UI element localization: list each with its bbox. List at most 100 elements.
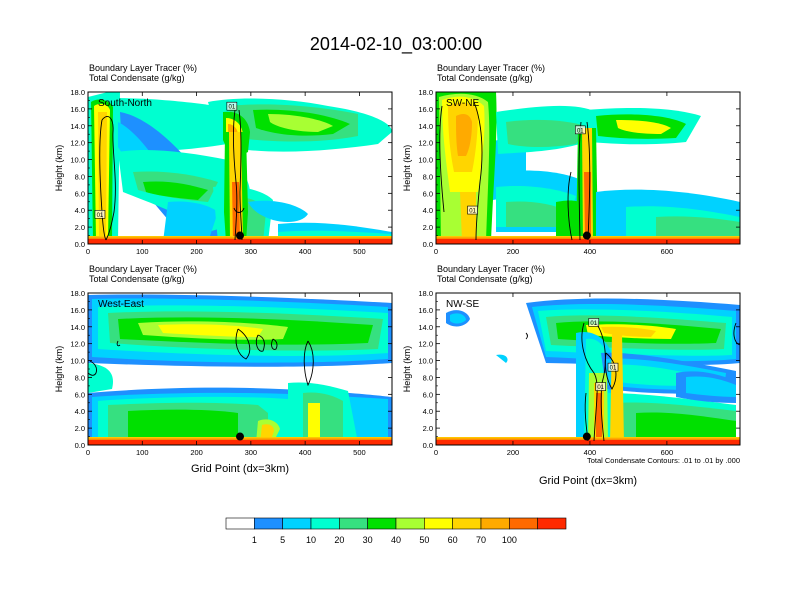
y-tick-label: 2.0	[423, 223, 433, 232]
panel-sw-ne: Boundary Layer Tracer (%) Total Condensa…	[436, 63, 740, 244]
cross-section-label: West-East	[98, 299, 144, 310]
x-tick-label: 0	[86, 247, 90, 256]
x-tick-label: 500	[353, 448, 366, 457]
x-tick-label: 0	[86, 448, 90, 457]
colorbar-label: 30	[363, 535, 373, 545]
y-tick-label: 16.0	[418, 105, 433, 114]
colorbar-swatch	[424, 517, 453, 530]
panel-2-plot	[436, 92, 740, 244]
x-tick-label: 500	[353, 247, 366, 256]
contour-label-box	[575, 125, 586, 135]
y-tick-label: 4.0	[423, 407, 433, 416]
y-tick-label: 10.0	[70, 357, 85, 366]
y-tick-label: 4.0	[75, 206, 85, 215]
contour-label: 01	[229, 105, 236, 111]
x-tick-label: 400	[584, 247, 597, 256]
contour-label: 01	[597, 385, 604, 391]
y-tick-label: 6.0	[75, 189, 85, 198]
y-tick-label: 0.0	[75, 441, 85, 450]
y-tick-label: 10.0	[70, 156, 85, 165]
panel-1-subtitle-1: Boundary Layer Tracer (%)	[89, 63, 197, 73]
y-tick-label: 16.0	[418, 306, 433, 315]
location-marker	[582, 231, 591, 240]
x-axis-label-left: Grid Point (dx=3km)	[191, 463, 289, 475]
y-axis-label: Height (km)	[402, 346, 412, 393]
colorbar: 1 5 10 20 30 40 50 60 70 100	[225, 517, 567, 545]
panel-1-subtitle-2: Total Condensate (g/kg)	[89, 73, 185, 83]
y-tick-label: 6.0	[423, 189, 433, 198]
y-tick-label: 0.0	[423, 441, 433, 450]
y-tick-label: 18.0	[70, 88, 85, 97]
panel-3-plot	[88, 293, 392, 445]
panel-1-plot	[88, 92, 392, 244]
y-tick-label: 8.0	[75, 373, 85, 382]
colorbar-swatch	[254, 517, 283, 530]
colorbar-label: 50	[419, 535, 429, 545]
contour-note: Total Condensate Contours: .01 to .01 by…	[587, 456, 740, 465]
panel-3-axes: 0.0 2.0 4.0 6.0 8.0 10.0 12.0 14.0 16.0 18.0 0 100 2…	[54, 289, 393, 457]
y-tick-label: 16.0	[70, 105, 85, 114]
panel-3-contours	[88, 328, 314, 387]
colorbar-swatch	[480, 517, 510, 530]
colorbar-label: 100	[502, 535, 517, 545]
panel-south-north: Boundary Layer Tracer (%) Total Condensa…	[88, 63, 392, 244]
panel-west-east: Boundary Layer Tracer (%) Total Condensa…	[88, 264, 392, 445]
y-tick-label: 10.0	[418, 156, 433, 165]
panel-1-field	[88, 92, 392, 244]
colorbar-label: 1	[252, 535, 257, 545]
panel-4-axes: 0.0 2.0 4.0 6.0 8.0 10.0 12.0 14.0 16.0 18.0 0 200 4…	[402, 289, 741, 457]
x-tick-label: 0	[434, 247, 438, 256]
y-axis-label: Height (km)	[402, 145, 412, 192]
x-tick-label: 0	[434, 448, 438, 457]
panel-frame	[87, 91, 393, 245]
colorbar-swatch	[395, 517, 425, 530]
panel-2-field	[436, 92, 740, 244]
x-tick-label: 100	[136, 448, 149, 457]
y-tick-label: 8.0	[423, 172, 433, 181]
location-marker	[582, 432, 591, 441]
cross-section-label: South-North	[98, 98, 152, 109]
x-tick-label: 200	[507, 448, 520, 457]
figure-title: 2014-02-10_03:00:00	[310, 34, 482, 55]
x-tick-label: 200	[190, 448, 203, 457]
y-tick-label: 0.0	[423, 240, 433, 249]
contour-label-box	[595, 382, 606, 391]
y-tick-label: 2.0	[75, 223, 85, 232]
contour-label-box	[467, 205, 478, 215]
contour-label-box	[588, 318, 600, 327]
y-tick-label: 14.0	[418, 323, 433, 332]
y-tick-label: 8.0	[75, 172, 85, 181]
location-marker	[236, 432, 244, 441]
panel-2-subtitle-2: Total Condensate (g/kg)	[437, 73, 533, 83]
colorbar-label: 60	[448, 535, 458, 545]
cross-section-label: SW-NE	[446, 98, 479, 109]
panel-1-axes: 0.0 2.0 4.0 6.0 8.0 10.0 12.0 14.0 16.0 18.0 0 100 2…	[54, 88, 393, 256]
colorbar-swatch	[225, 517, 255, 530]
panel-frame	[435, 91, 741, 245]
contour-label: 01	[469, 209, 476, 215]
panel-3-subtitle-2: Total Condensate (g/kg)	[89, 274, 185, 284]
x-tick-label: 600	[661, 247, 674, 256]
y-axis-label: Height (km)	[54, 346, 64, 393]
colorbar-swatch	[282, 517, 312, 530]
colorbar-swatch	[339, 517, 368, 530]
y-tick-label: 14.0	[70, 122, 85, 131]
panel-3-subtitle-1: Boundary Layer Tracer (%)	[89, 264, 197, 274]
y-tick-label: 18.0	[70, 289, 85, 298]
contour-label-box	[226, 101, 238, 111]
x-tick-label: 400	[299, 448, 312, 457]
colorbar-label: 10	[306, 535, 316, 545]
colorbar-swatch	[452, 517, 482, 530]
y-tick-label: 18.0	[418, 88, 433, 97]
colorbar-swatch	[537, 517, 567, 530]
colorbar-label: 20	[334, 535, 344, 545]
x-axis-label-right: Grid Point (dx=3km)	[539, 475, 637, 487]
y-tick-label: 0.0	[75, 240, 85, 249]
x-tick-label: 200	[190, 247, 203, 256]
colorbar-label: 40	[391, 535, 401, 545]
panel-nw-se: Boundary Layer Tracer (%) Total Condensa…	[436, 264, 740, 445]
panel-4-plot	[436, 293, 740, 445]
location-marker	[236, 231, 244, 240]
contour-label-box	[607, 362, 619, 372]
